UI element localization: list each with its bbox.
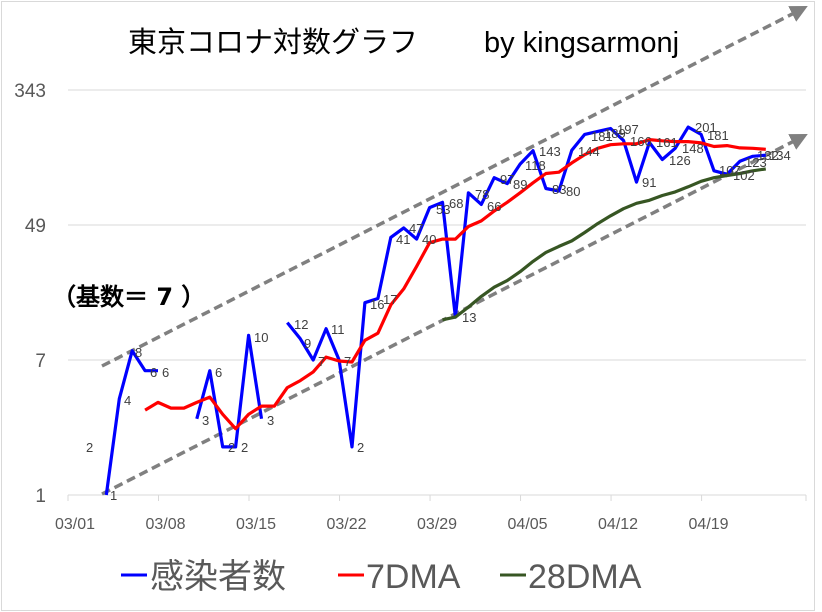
data-label: 13 [462,310,476,325]
x-tick-label: 04/19 [689,516,729,533]
data-label: 126 [669,153,691,168]
data-label: 7 [318,354,325,369]
data-label: 68 [449,196,463,211]
upper-trend-arrow [101,6,808,368]
data-label: 2 [228,440,235,455]
data-label: 16 [370,297,384,312]
data-label: 132 [757,148,779,163]
data-label: 3 [202,413,209,428]
data-label: 6 [162,365,169,380]
data-label: 7 [344,354,351,369]
y-tick-label: 1 [35,486,46,507]
series-line-0 [286,125,766,449]
data-label: 97 [500,172,514,187]
legend-label-28dma: 28DMA [528,558,642,596]
data-label: 11 [331,322,345,337]
log-base-annotation: （基数＝ 7 ） [52,283,205,311]
series-line-1 [144,138,766,431]
data-label: 166 [630,134,652,149]
series-line-0 [104,349,158,496]
series-line-2 [442,167,767,322]
data-label: 3 [267,413,274,428]
x-tick-label: 03/01 [55,516,95,533]
data-label: 107 [719,163,741,178]
legend-item-28dma[interactable]: 28DMA [500,558,642,596]
data-label: 12 [294,317,308,332]
data-label: 6 [215,365,222,380]
data-label: 189 [604,126,626,141]
data-label: 143 [539,144,561,159]
trend-lines [101,6,808,496]
data-label: 17 [383,292,397,307]
data-label: 201 [695,120,717,135]
data-label: 80 [566,184,580,199]
data-label: 197 [617,122,639,137]
gridlines [68,89,806,496]
series-lines [104,125,767,496]
data-label: 148 [682,141,704,156]
data-label: 2 [86,440,93,455]
y-tick-label: 7 [35,351,46,372]
data-label: 41 [396,232,410,247]
data-label: 47 [409,221,423,236]
data-label: 2 [241,440,248,455]
legend-label-cases: 感染者数 [150,557,286,597]
x-axis: 03/01 03/08 03/15 03/22 03/29 04/05 04/12 04/19 [55,495,807,533]
chart-title-main: 東京コロナ対数グラフ [128,25,418,59]
lower-trend-arrow [101,134,808,496]
x-tick-label: 03/29 [417,516,457,533]
legend-item-7dma[interactable]: 7DMA [338,558,461,596]
data-label: 53 [436,202,450,217]
legend: 感染者数 7DMA 28DMA [121,557,642,597]
data-label: 2 [357,440,364,455]
data-label: 144 [578,144,600,159]
data-label: 78 [475,187,489,202]
data-label: 89 [513,177,527,192]
x-tick-label: 03/15 [236,516,276,533]
x-tick-label: 04/05 [508,516,548,533]
data-label: 66 [487,199,501,214]
x-tick-label: 04/12 [598,516,638,533]
data-label: 123 [745,155,767,170]
legend-label-7dma: 7DMA [366,558,461,596]
x-tick-label: 03/22 [327,516,367,533]
data-label: 118 [525,158,546,173]
data-label: 91 [642,175,656,190]
legend-item-cases[interactable]: 感染者数 [121,557,286,597]
y-axis-labels: 1 7 49 343 [14,81,46,507]
data-label: 6 [150,365,157,380]
series-line-0 [195,333,264,449]
data-label: 102 [733,168,755,183]
y-tick-label: 49 [25,216,46,237]
data-label: 181 [591,129,613,144]
data-label: 40 [422,232,436,247]
x-tick-label: 03/08 [145,516,185,533]
data-label: 4 [124,393,131,408]
data-label: 8 [135,345,142,360]
chart-title-author: by kingsarmonj [484,27,679,59]
y-tick-label: 343 [14,81,46,102]
data-label: 9 [304,336,311,351]
data-label: 181 [707,128,729,143]
data-label: 134 [769,148,791,163]
data-label: 161 [656,135,678,150]
data-label: 1 [110,488,117,503]
data-label: 10 [254,330,268,345]
data-label: 83 [552,182,566,197]
